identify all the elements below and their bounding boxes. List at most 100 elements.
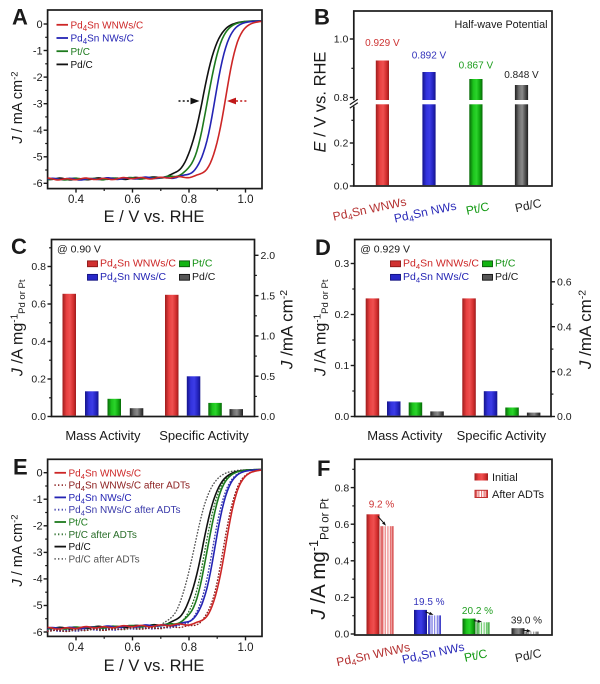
svg-text:-3: -3 (33, 547, 43, 559)
svg-text:Pd/C: Pd/C (71, 60, 93, 71)
svg-text:Pt/C: Pt/C (71, 47, 90, 58)
svg-text:0.2: 0.2 (557, 366, 572, 378)
svg-text:0.1: 0.1 (335, 360, 350, 372)
svg-text:Pd4Sn NWs/C: Pd4Sn NWs/C (403, 271, 469, 285)
svg-text:-3: -3 (33, 99, 43, 111)
svg-text:Pd/C: Pd/C (192, 271, 216, 283)
svg-text:1.0: 1.0 (238, 194, 254, 206)
svg-text:Pd/C: Pd/C (514, 646, 543, 665)
svg-text:0.6: 0.6 (335, 519, 350, 531)
svg-text:0.8: 0.8 (181, 642, 197, 654)
svg-text:E / V vs. RHE: E / V vs. RHE (104, 657, 205, 675)
svg-text:J /mA cm-2: J /mA cm-2 (576, 290, 595, 370)
svg-text:0.2: 0.2 (334, 138, 349, 150)
svg-text:C: C (11, 234, 27, 259)
svg-text:1.5: 1.5 (261, 290, 276, 302)
svg-text:Pd4Sn NWs/C after ADTs: Pd4Sn NWs/C after ADTs (69, 505, 181, 518)
svg-text:Pt/C: Pt/C (463, 646, 489, 665)
svg-text:Pd4Sn WNWs/C: Pd4Sn WNWs/C (69, 468, 142, 481)
svg-text:J /mA cm-2: J /mA cm-2 (278, 290, 297, 370)
svg-text:0.2: 0.2 (335, 592, 350, 604)
svg-text:0.8: 0.8 (181, 194, 197, 206)
svg-text:J / mA cm-2: J / mA cm-2 (9, 514, 26, 587)
svg-text:0.4: 0.4 (31, 336, 46, 348)
svg-text:1.0: 1.0 (261, 331, 276, 343)
svg-text:20.2 %: 20.2 % (462, 606, 493, 617)
svg-text:0.5: 0.5 (261, 371, 276, 383)
svg-text:Pt/C: Pt/C (192, 257, 213, 269)
svg-text:0.8: 0.8 (335, 482, 350, 494)
svg-text:0.8: 0.8 (334, 92, 349, 104)
svg-text:Pd4Sn NWs/C: Pd4Sn NWs/C (69, 493, 132, 506)
svg-text:@ 0.90 V: @ 0.90 V (57, 244, 101, 256)
svg-text:Pd4Sn NWs/C: Pd4Sn NWs/C (100, 271, 166, 285)
svg-text:0.6: 0.6 (557, 277, 572, 289)
svg-text:B: B (314, 5, 330, 30)
svg-text:0.0: 0.0 (31, 411, 46, 423)
svg-text:Pd4Sn WNWs/C: Pd4Sn WNWs/C (71, 20, 144, 33)
svg-text:1.0: 1.0 (238, 642, 254, 654)
svg-text:After ADTs: After ADTs (492, 489, 544, 501)
svg-text:9.2 %: 9.2 % (369, 499, 395, 510)
svg-text:Pd/C after ADTs: Pd/C after ADTs (69, 554, 140, 565)
svg-text:Specific Activity: Specific Activity (457, 428, 547, 443)
svg-text:0.0: 0.0 (261, 411, 276, 423)
svg-text:E: E (13, 455, 28, 480)
svg-text:-5: -5 (33, 600, 43, 612)
svg-text:Pd4Sn NWs/C: Pd4Sn NWs/C (71, 34, 134, 47)
svg-text:A: A (12, 5, 28, 30)
svg-text:-1: -1 (33, 45, 43, 57)
svg-text:E / V vs. RHE: E / V vs. RHE (312, 52, 330, 153)
svg-text:Mass Activity: Mass Activity (65, 428, 141, 443)
svg-text:0.3: 0.3 (335, 258, 350, 270)
svg-text:-6: -6 (33, 627, 43, 639)
svg-text:0.892 V: 0.892 V (412, 51, 447, 62)
svg-text:Mass Activity: Mass Activity (367, 428, 443, 443)
svg-text:0.0: 0.0 (557, 411, 572, 423)
svg-text:Pt/C: Pt/C (495, 257, 516, 269)
svg-text:0.4: 0.4 (68, 642, 85, 654)
svg-text:0.4: 0.4 (335, 556, 350, 568)
svg-text:-4: -4 (33, 125, 43, 137)
svg-text:19.5 %: 19.5 % (413, 597, 444, 608)
svg-text:0.4: 0.4 (68, 194, 85, 206)
svg-text:J / mA cm-2: J / mA cm-2 (9, 71, 26, 144)
svg-text:0.6: 0.6 (31, 299, 46, 311)
svg-text:E / V vs. RHE: E / V vs. RHE (104, 208, 205, 226)
svg-text:39.0 %: 39.0 % (511, 616, 542, 627)
svg-text:-4: -4 (33, 574, 43, 586)
svg-text:Pd/C: Pd/C (495, 271, 519, 283)
svg-text:-1: -1 (33, 494, 43, 506)
svg-text:Pd4Sn WNWs/C after ADTs: Pd4Sn WNWs/C after ADTs (69, 481, 191, 494)
svg-text:F: F (317, 456, 330, 481)
svg-text:0.6: 0.6 (125, 194, 141, 206)
svg-text:0.848 V: 0.848 V (504, 70, 539, 81)
svg-text:Pt/C: Pt/C (69, 518, 88, 529)
svg-text:Specific Activity: Specific Activity (159, 428, 249, 443)
svg-text:-6: -6 (33, 178, 43, 190)
svg-text:Half-wave Potential: Half-wave Potential (454, 19, 547, 31)
svg-text:0.4: 0.4 (557, 321, 572, 333)
svg-text:2.0: 2.0 (261, 250, 276, 262)
svg-text:0.6: 0.6 (125, 642, 141, 654)
svg-text:Pd4Sn WNWs/C: Pd4Sn WNWs/C (100, 257, 176, 271)
svg-text:0.929 V: 0.929 V (365, 38, 400, 49)
svg-text:Pd/C: Pd/C (69, 542, 91, 553)
svg-text:-5: -5 (33, 152, 43, 164)
svg-text:-2: -2 (33, 72, 43, 84)
svg-text:0.867 V: 0.867 V (459, 61, 494, 72)
svg-text:0.2: 0.2 (31, 374, 46, 386)
svg-text:0: 0 (36, 19, 42, 31)
svg-text:Pt/C: Pt/C (465, 199, 491, 218)
svg-text:0.2: 0.2 (335, 309, 350, 321)
svg-text:-2: -2 (33, 521, 43, 533)
svg-text:Pt/C after ADTs: Pt/C after ADTs (69, 530, 137, 541)
svg-text:D: D (315, 235, 331, 260)
svg-text:0.0: 0.0 (335, 411, 350, 423)
svg-text:Pd4Sn WNWs/C: Pd4Sn WNWs/C (403, 257, 479, 271)
svg-text:0: 0 (36, 468, 42, 480)
svg-text:Initial: Initial (492, 472, 518, 484)
svg-text:@ 0.929 V: @ 0.929 V (360, 244, 410, 256)
svg-text:0.0: 0.0 (334, 181, 349, 193)
svg-text:0.8: 0.8 (31, 261, 46, 273)
